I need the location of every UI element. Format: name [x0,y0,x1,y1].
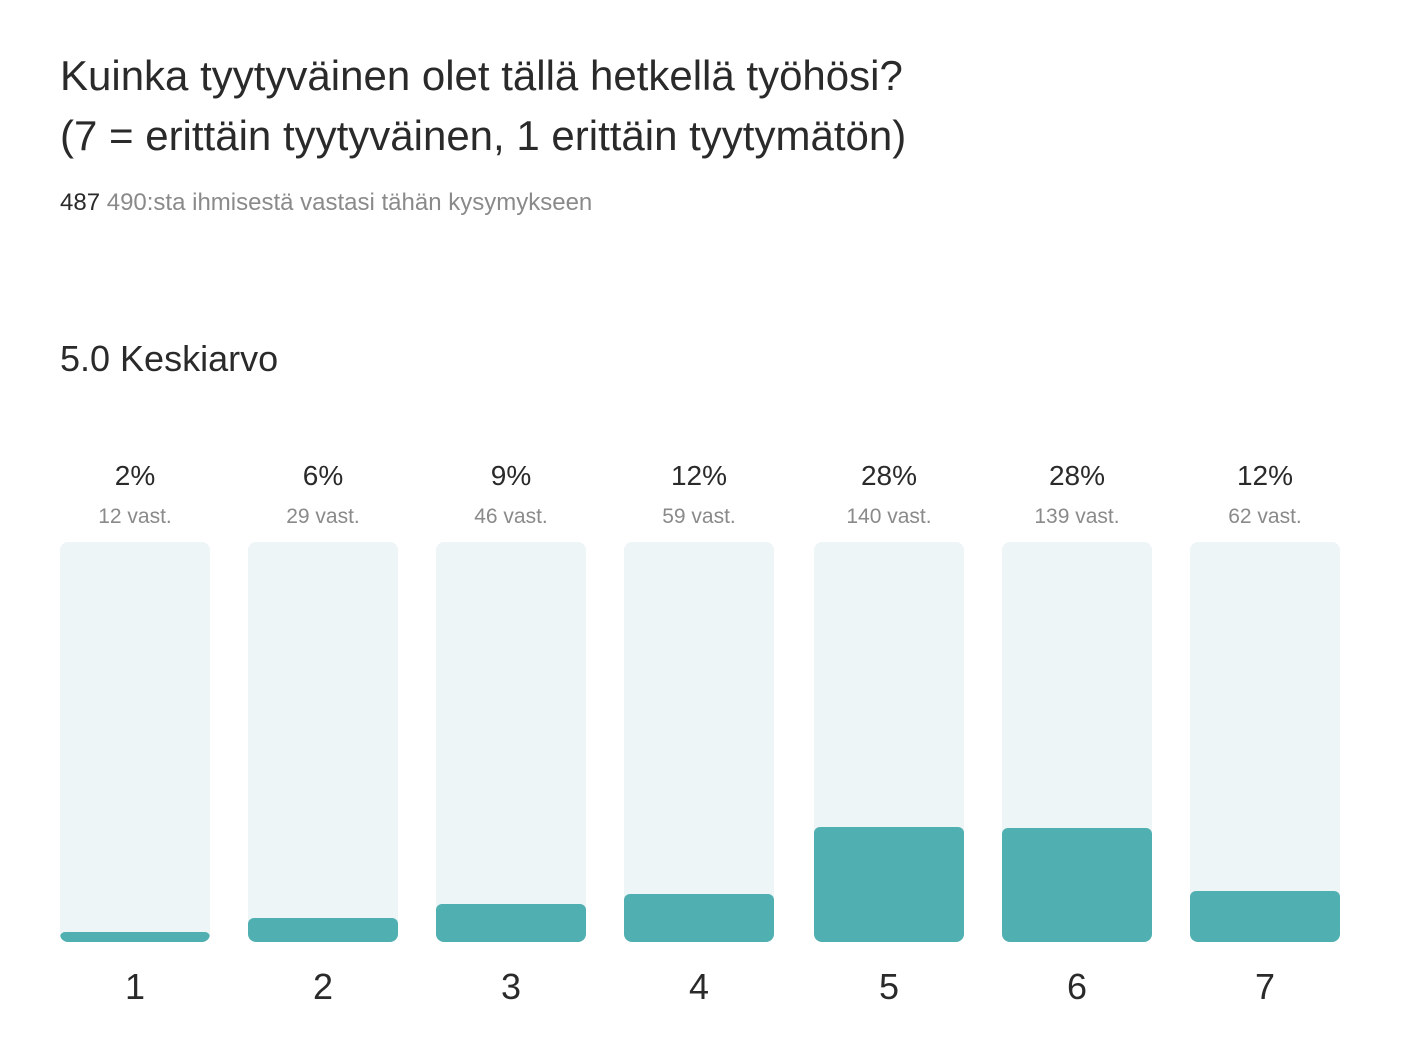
bar [1002,827,1152,942]
bar [436,904,586,942]
response-count: 487 [60,189,101,216]
response-summary: 487 490:sta ihmisestä vastasi tähän kysy… [60,186,592,220]
bar-count-label: 139 vast. [1034,505,1120,528]
bar-count-label: 29 vast. [286,505,360,528]
bar [248,918,398,942]
x-tick-label: 7 [1254,966,1276,1007]
bar-track [1002,542,1152,942]
x-tick-label: 4 [688,966,710,1007]
bar-percent-label: 28% [1048,460,1106,491]
bar-percent-label: 12% [670,460,728,491]
bar-count-label: 46 vast. [474,505,548,528]
bar-track [624,542,774,942]
response-text: 490:sta ihmisestä vastasi tähän kysymyks… [106,189,593,216]
x-tick-label: 6 [1066,966,1088,1007]
bar [1190,891,1340,942]
bar-count-label: 12 vast. [98,505,172,528]
bar-count-label: 140 vast. [846,505,932,528]
question-title: Kuinka tyytyväinen olet tällä hetkellä t… [60,46,1360,166]
bar-percent-label: 2% [114,460,156,491]
bar-count-label: 62 vast. [1228,505,1302,528]
bar [60,932,210,942]
x-tick-label: 1 [124,966,146,1007]
x-tick-label: 3 [500,966,522,1007]
bar-percent-label: 6% [302,460,344,491]
bar-count-label: 59 vast. [662,505,736,528]
x-tick-label: 2 [312,966,334,1007]
bar-track [814,542,964,942]
bar-percent-label: 12% [1236,460,1294,491]
x-tick-label: 5 [878,966,900,1007]
bar-track [436,542,586,942]
question-line-1: Kuinka tyytyväinen olet tällä hetkellä t… [60,52,903,99]
question-line-2: (7 = erittäin tyytyväinen, 1 erittäin ty… [60,112,907,159]
bar [624,893,774,942]
bar-percent-label: 28% [860,460,918,491]
bar-percent-label: 9% [490,460,532,491]
bar-track [1190,542,1340,942]
bar-track [60,542,210,942]
average-label: 5.0 Keskiarvo [60,338,279,379]
bar [814,827,964,942]
bar-track [248,542,398,942]
